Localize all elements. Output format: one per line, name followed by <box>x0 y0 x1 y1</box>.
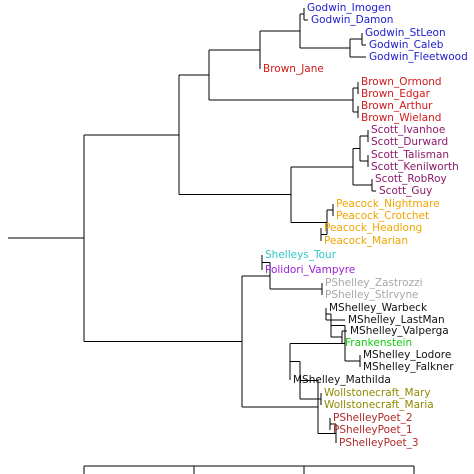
leaf-labels: Godwin_ImogenGodwin_DamonGodwin_StLeonGo… <box>263 2 468 449</box>
leaf-label-brown-jane: Brown_Jane <box>263 63 324 75</box>
leaf-label-wollstonecraft-maria: Wollstonecraft_Maria <box>324 399 434 411</box>
leaf-label-peacock-crotchet: Peacock_Crotchet <box>336 210 429 222</box>
leaf-label-peacock-headlong: Peacock_Headlong <box>324 222 422 234</box>
leaf-label-pshelley-stirvyne: PShelley_StIrvyne <box>325 289 419 301</box>
leaf-label-mshelley-lastman: MShelley_LastMan <box>348 314 445 326</box>
leaf-label-brown-ormond: Brown_Ormond <box>361 76 442 88</box>
leaf-label-pshelley-zastrozzi: PShelley_Zastrozzi <box>325 277 423 289</box>
leaf-label-mshelley-warbeck: MShelley_Warbeck <box>329 302 428 314</box>
leaf-label-pshelleypoet-1: PShelleyPoet_1 <box>333 424 413 436</box>
leaf-label-mshelley-falkner: MShelley_Falkner <box>363 361 454 373</box>
leaf-label-godwin-imogen: Godwin_Imogen <box>307 2 391 14</box>
leaf-label-mshelley-mathilda: MShelley_Mathilda <box>293 374 391 386</box>
leaf-label-godwin-caleb: Godwin_Caleb <box>369 39 444 51</box>
leaf-label-pshelleypoet-2: PShelleyPoet_2 <box>333 412 413 424</box>
leaf-label-brown-arthur: Brown_Arthur <box>361 100 433 112</box>
leaf-label-peacock-nightmare: Peacock_Nightmare <box>336 198 440 210</box>
leaf-label-brown-edgar: Brown_Edgar <box>361 88 431 100</box>
leaf-label-pshelleypoet-3: PShelleyPoet_3 <box>339 437 419 449</box>
dendrogram-branches <box>8 8 376 443</box>
leaf-label-godwin-stleon: Godwin_StLeon <box>365 27 446 39</box>
leaf-label-frankenstein: Frankenstein <box>345 337 412 349</box>
leaf-label-scott-kenilworth: Scott_Kenilworth <box>371 161 459 173</box>
leaf-label-wollstonecraft-mary: Wollstonecraft_Mary <box>324 387 431 399</box>
leaf-label-godwin-fleetwood: Godwin_Fleetwood <box>369 51 468 63</box>
leaf-label-peacock-marian: Peacock_Marian <box>324 235 408 247</box>
leaf-label-scott-ivanhoe: Scott_Ivanhoe <box>371 124 445 136</box>
leaf-label-godwin-damon: Godwin_Damon <box>311 14 393 26</box>
leaf-label-mshelley-lodore: MShelley_Lodore <box>363 349 451 361</box>
leaf-label-scott-guy: Scott_Guy <box>379 185 432 197</box>
leaf-label-scott-talisman: Scott_Talisman <box>371 149 449 161</box>
distance-axis <box>83 465 415 474</box>
leaf-label-scott-robroy: Scott_RobRoy <box>375 173 447 185</box>
leaf-label-scott-durward: Scott_Durward <box>371 136 448 148</box>
leaf-label-polidori-vampyre: Polidori_Vampyre <box>265 264 355 276</box>
leaf-label-mshelley-valperga: MShelley_Valperga <box>350 325 449 337</box>
leaf-label-brown-wieland: Brown_Wieland <box>361 112 441 124</box>
leaf-label-shelleys-tour: Shelleys_Tour <box>265 249 337 261</box>
